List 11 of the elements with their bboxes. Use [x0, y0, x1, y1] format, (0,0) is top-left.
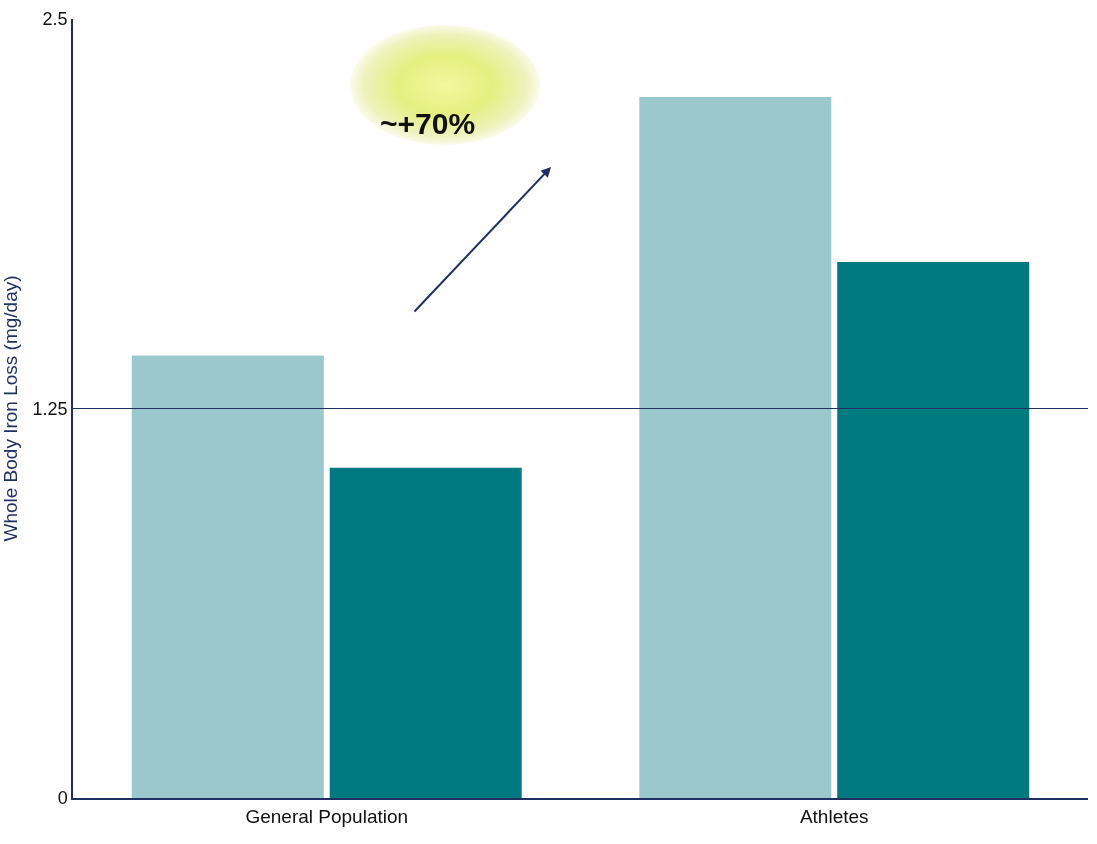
- bar: [639, 96, 832, 798]
- annotation: ~+70%: [380, 107, 476, 140]
- y-tick-label: 0: [57, 788, 68, 809]
- y-tick-label: 2.5: [42, 9, 68, 30]
- y-axis-title: Whole Body Iron Loss (mg/day): [0, 275, 21, 542]
- x-tick-label: General Population: [245, 805, 409, 827]
- bar: [837, 262, 1030, 798]
- bar: [131, 355, 324, 798]
- y-tick-label: 1.25: [32, 398, 68, 419]
- x-tick-label: Athletes: [799, 805, 869, 827]
- bar: [329, 467, 522, 798]
